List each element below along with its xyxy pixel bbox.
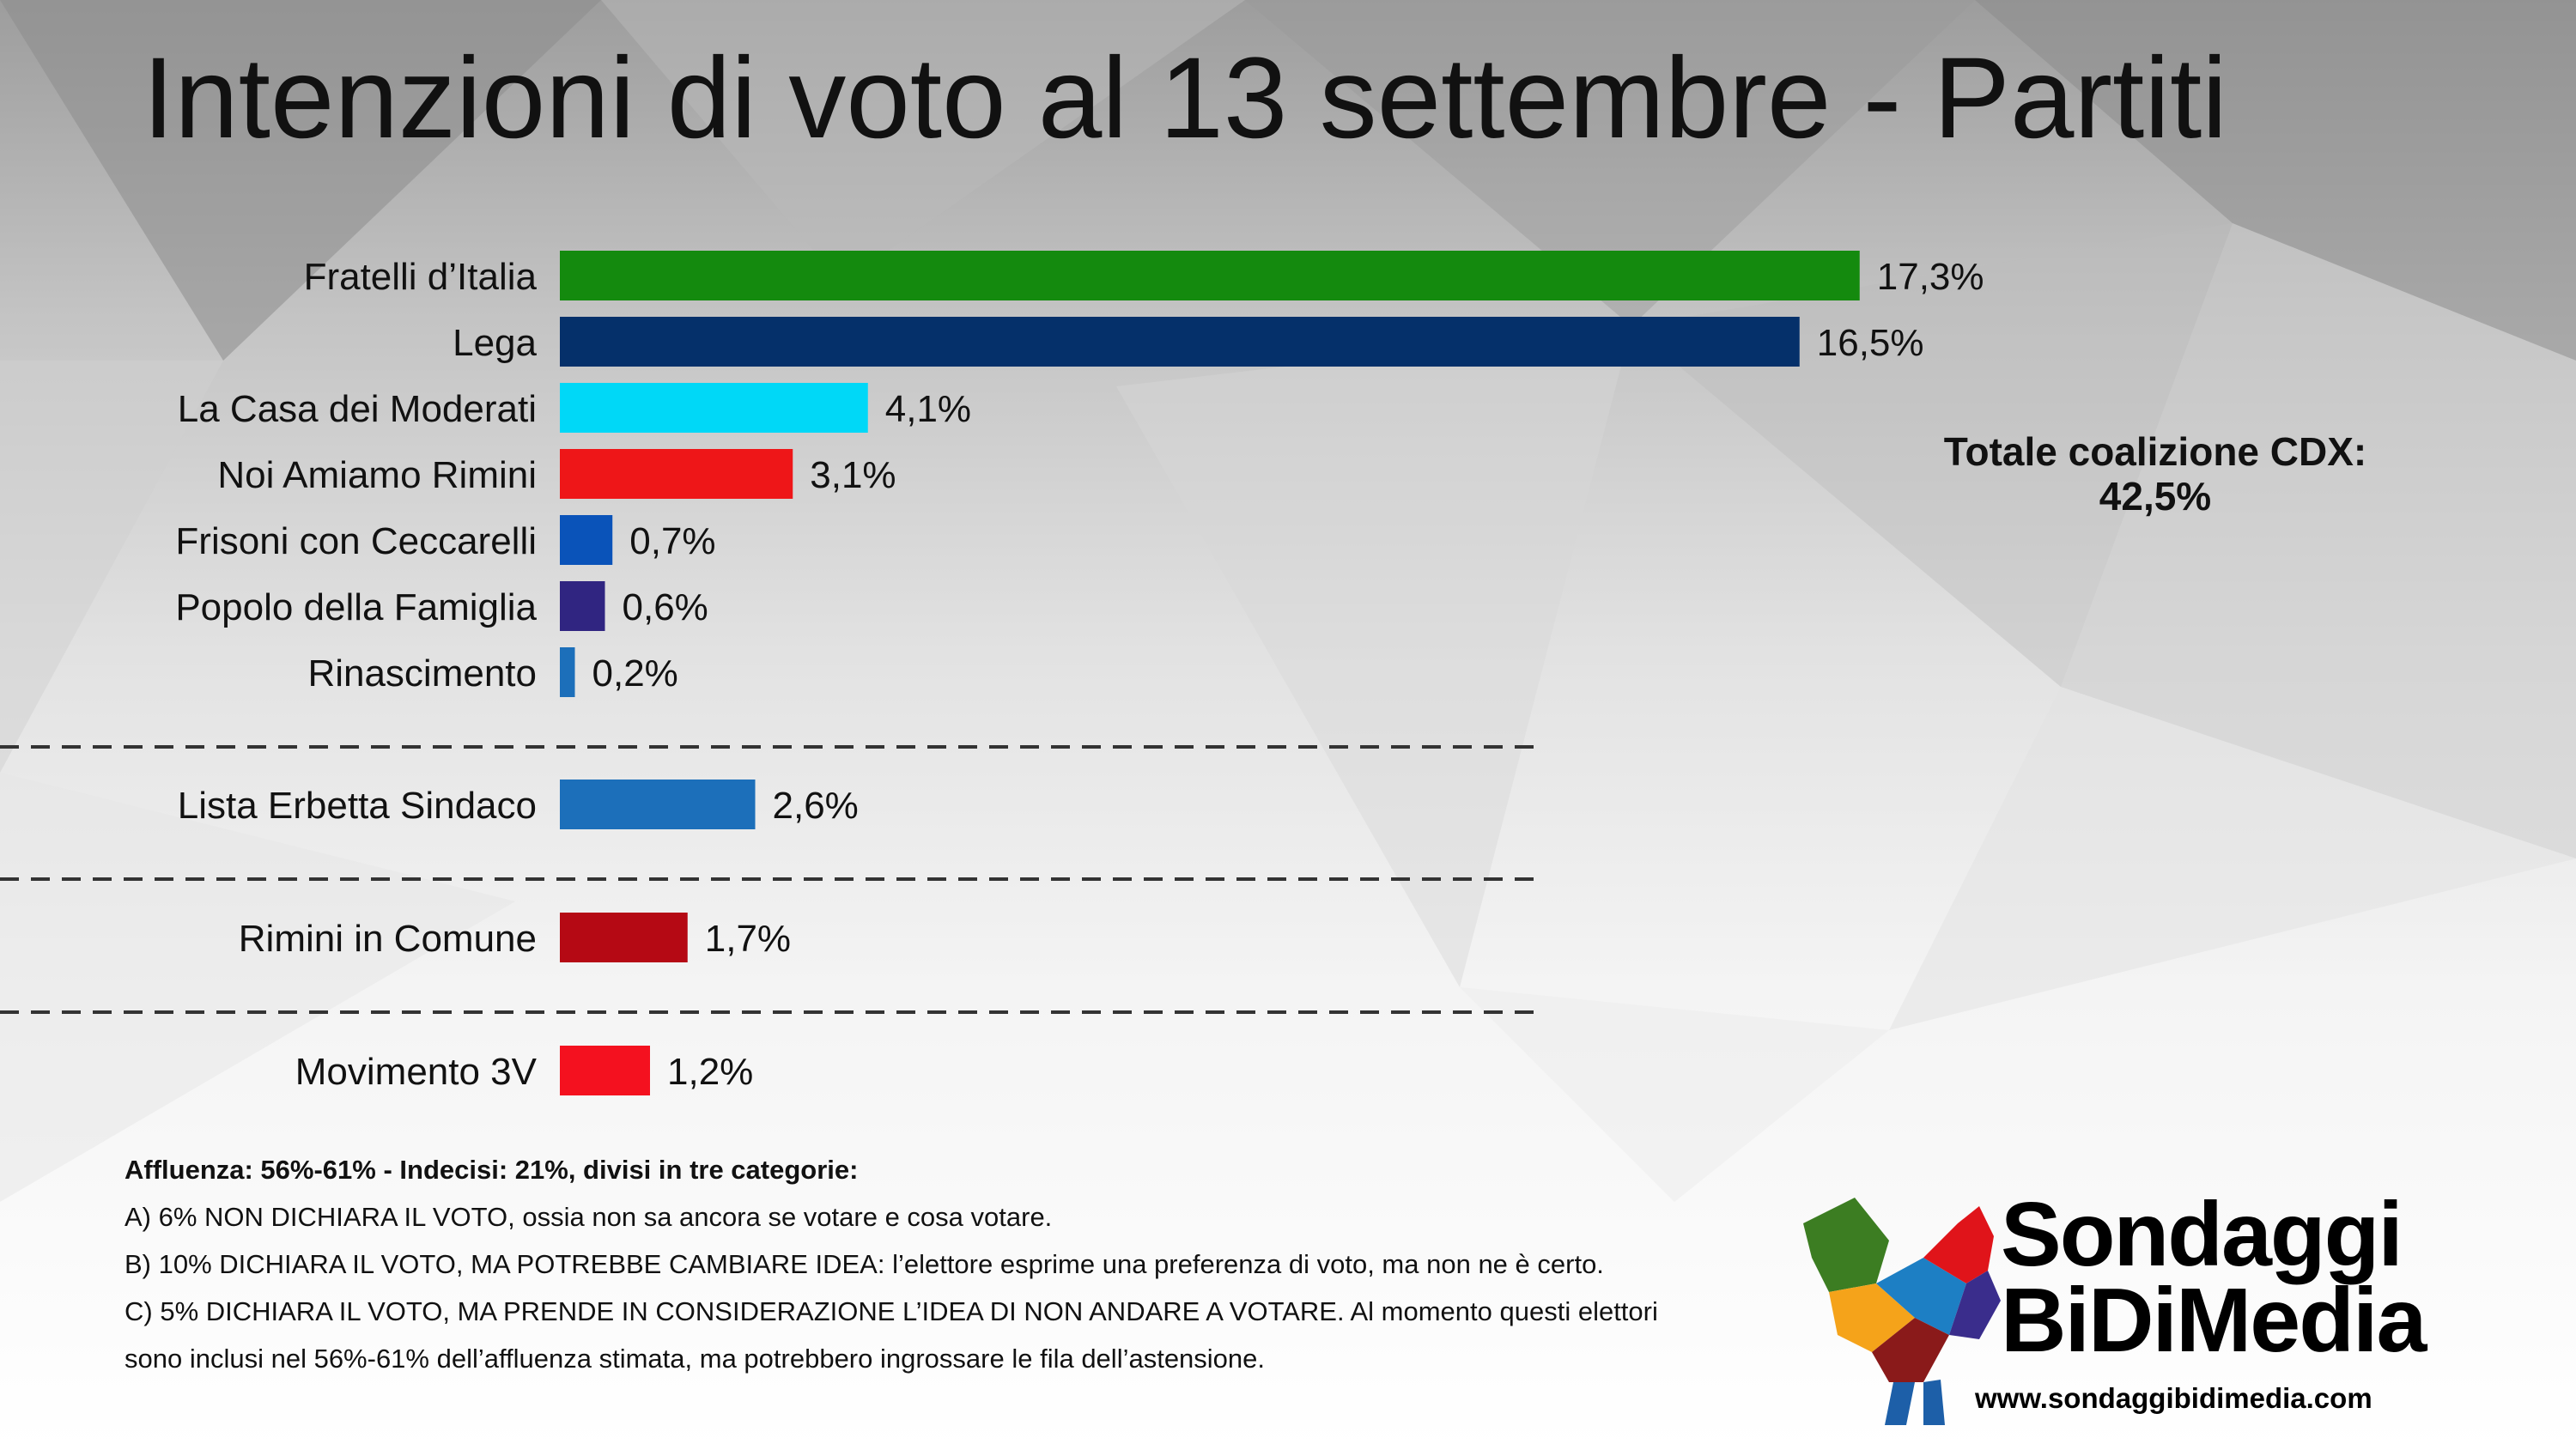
category-label-movimento-3v: Movimento 3V: [295, 1051, 538, 1093]
notes-line-a: A) 6% NON DICHIARA IL VOTO, ossia non sa…: [125, 1202, 1053, 1232]
bar-rinascimento: [560, 647, 575, 697]
category-label-noi-amiamo-rimini: Noi Amiamo Rimini: [217, 454, 537, 496]
category-label-rinascimento: Rinascimento: [307, 652, 537, 695]
coalition-total-value: 42,5%: [2099, 474, 2212, 519]
bar-movimento-3v: [560, 1046, 650, 1095]
bar-lega: [560, 317, 1800, 367]
category-label-la-casa-dei-moderati: La Casa dei Moderati: [178, 388, 537, 430]
value-label-frisoni-con-ceccarelli: 0,7%: [629, 520, 715, 562]
value-label-movimento-3v: 1,2%: [667, 1051, 753, 1093]
notes-header: Affluenza: 56%-61% - Indecisi: 21%, divi…: [125, 1155, 859, 1185]
notes-line-c: C) 5% DICHIARA IL VOTO, MA PRENDE IN CON…: [125, 1296, 1658, 1374]
bar-popolo-della-famiglia: [560, 581, 605, 631]
bar-noi-amiamo-rimini: [560, 449, 793, 499]
category-label-rimini-in-comune: Rimini in Comune: [239, 918, 537, 960]
brand-logotype: Sondaggi BiDiMedia: [2001, 1184, 2427, 1371]
category-label-lista-erbetta-sindaco: Lista Erbetta Sindaco: [178, 785, 537, 827]
value-label-popolo-della-famiglia: 0,6%: [623, 586, 708, 628]
bar-fratelli-d-italia: [560, 251, 1860, 300]
methodology-notes: Affluenza: 56%-61% - Indecisi: 21%, divi…: [125, 1146, 1713, 1382]
category-label-popolo-della-famiglia: Popolo della Famiglia: [175, 586, 537, 628]
value-label-rinascimento: 0,2%: [592, 652, 678, 695]
bar-la-casa-dei-moderati: [560, 383, 868, 433]
value-label-fratelli-d-italia: 17,3%: [1877, 256, 1984, 298]
category-label-fratelli-d-italia: Fratelli d’Italia: [304, 256, 538, 298]
value-label-lega: 16,5%: [1817, 322, 1924, 364]
bar-rimini-in-comune: [560, 913, 688, 962]
coalition-total: Totale coalizione CDX: 42,5%: [1915, 429, 2396, 519]
value-label-lista-erbetta-sindaco: 2,6%: [773, 785, 859, 827]
bar-lista-erbetta-sindaco: [560, 780, 756, 829]
value-label-rimini-in-comune: 1,7%: [705, 918, 791, 960]
category-label-frisoni-con-ceccarelli: Frisoni con Ceccarelli: [175, 520, 537, 562]
page-title: Intenzioni di voto al 13 settembre - Par…: [142, 34, 2228, 162]
brand-line-2: BiDiMedia: [2001, 1270, 2427, 1371]
bar-frisoni-con-ceccarelli: [560, 515, 613, 565]
notes-line-b: B) 10% DICHIARA IL VOTO, MA POTREBBE CAM…: [125, 1249, 1604, 1279]
brand-line-1: Sondaggi: [2001, 1184, 2403, 1285]
value-label-la-casa-dei-moderati: 4,1%: [885, 388, 971, 430]
rooster-logo-icon: [1803, 1198, 2001, 1425]
category-label-lega: Lega: [453, 322, 537, 364]
value-label-noi-amiamo-rimini: 3,1%: [810, 454, 896, 496]
coalition-total-label: Totale coalizione CDX:: [1943, 429, 2367, 474]
brand-url-link[interactable]: www.sondaggibidimedia.com: [1975, 1382, 2372, 1414]
